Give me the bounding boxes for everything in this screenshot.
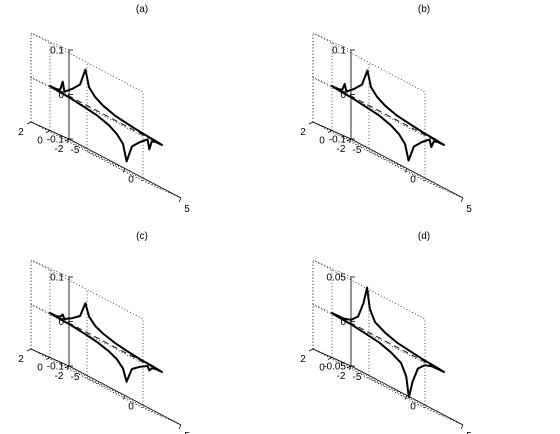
- y-tick-label: 2: [18, 354, 24, 365]
- x-tick: [178, 197, 182, 203]
- grid-line: [86, 151, 126, 169]
- grid-line: [368, 378, 408, 396]
- grid-line: [30, 77, 144, 137]
- y-tick-label: -2: [337, 371, 346, 382]
- x-tick: [122, 168, 126, 173]
- y-tick-label: 0: [319, 136, 325, 147]
- y-tick: [64, 365, 70, 369]
- subplot-a: -5 0 5 -2 0 2 -0.1 0 0.1 (a): [18, 4, 190, 215]
- x-tick: [178, 424, 182, 430]
- y-tick-label: -2: [55, 371, 64, 382]
- reference-line: [49, 85, 163, 146]
- y-tick: [45, 357, 51, 360]
- grid-line: [312, 259, 352, 278]
- y-tick-label: 2: [18, 127, 24, 138]
- grid-line: [312, 304, 426, 364]
- series-line: [49, 68, 163, 163]
- x-tick-label: -5: [353, 372, 362, 383]
- grid-line: [142, 407, 182, 426]
- z-tick-label: -0.1: [47, 362, 65, 373]
- grid-line: [30, 77, 70, 95]
- grid-line: [368, 151, 408, 169]
- x-tick-label: -5: [353, 145, 362, 156]
- reference-line: [49, 312, 163, 373]
- grid-line: [142, 180, 182, 199]
- y-tick: [346, 138, 352, 142]
- y-tick-label: 2: [300, 354, 306, 365]
- subplot-c: -5 0 5 -2 0 2 -0.1 0 0.1 (c): [18, 231, 190, 434]
- x-tick-label: 0: [410, 175, 416, 186]
- y-tick: [327, 130, 333, 133]
- y-tick-label: 2: [300, 127, 306, 138]
- grid-line: [312, 77, 426, 137]
- subplot-title: (d): [418, 231, 430, 242]
- x-tick-label: 5: [184, 431, 190, 434]
- z-tick-label: 0: [340, 317, 346, 328]
- z-tick-label: 0: [58, 90, 64, 101]
- z-tick-label: 0: [58, 317, 64, 328]
- x-tick: [66, 365, 70, 371]
- y-tick: [45, 130, 51, 133]
- grid-line: [30, 304, 70, 322]
- x-tick: [348, 365, 352, 371]
- reference-line: [331, 85, 445, 146]
- x-tick: [460, 197, 464, 203]
- grid-line: [312, 32, 352, 51]
- grid-line: [30, 259, 70, 278]
- x-tick-label: 5: [184, 204, 190, 215]
- z-tick-label: 0.1: [50, 46, 64, 57]
- y-tick: [26, 121, 32, 125]
- y-tick-label: -2: [337, 144, 346, 155]
- y-tick-label: -2: [55, 144, 64, 155]
- y-tick-label: 0: [37, 363, 43, 374]
- series-line: [331, 69, 445, 162]
- z-tick-label: 0: [340, 90, 346, 101]
- y-tick: [308, 121, 314, 125]
- series-line: [331, 286, 445, 399]
- grid-line: [86, 378, 126, 396]
- grid-line: [424, 180, 464, 199]
- grid-line: [30, 32, 70, 51]
- grid-line: [30, 304, 144, 364]
- y-tick-label: 0: [37, 136, 43, 147]
- z-tick-label: -0.05: [323, 362, 346, 373]
- x-tick-label: 0: [128, 402, 134, 413]
- grid-line: [424, 407, 464, 426]
- x-tick-label: 5: [466, 204, 472, 215]
- subplot-title: (c): [136, 231, 148, 242]
- subplot-b: -5 0 5 -2 0 2 -0.1 0 0.1 (b): [300, 4, 472, 215]
- x-tick: [348, 138, 352, 144]
- subplot-title: (a): [136, 4, 148, 15]
- x-tick: [404, 395, 408, 400]
- y-tick: [327, 357, 333, 360]
- x-tick-label: -5: [71, 145, 80, 156]
- grid-line: [30, 32, 144, 93]
- x-tick-label: -5: [71, 372, 80, 383]
- x-tick-label: 5: [466, 431, 472, 434]
- z-tick-label: -0.1: [329, 135, 347, 146]
- y-tick: [64, 138, 70, 142]
- reference-line: [331, 312, 445, 373]
- y-tick: [308, 348, 314, 352]
- z-tick-label: -0.1: [47, 135, 65, 146]
- grid-line: [312, 32, 426, 93]
- y-tick: [346, 365, 352, 369]
- x-tick: [122, 395, 126, 400]
- series-line: [49, 302, 163, 383]
- x-tick-label: 0: [410, 402, 416, 413]
- z-tick-label: 0.05: [327, 273, 347, 284]
- y-tick: [26, 348, 32, 352]
- grid-line: [312, 259, 426, 320]
- x-tick-label: 0: [128, 175, 134, 186]
- z-tick-label: 0.1: [50, 273, 64, 284]
- subplot-title: (b): [418, 4, 430, 15]
- x-tick: [66, 138, 70, 144]
- x-tick: [460, 424, 464, 430]
- x-tick: [404, 168, 408, 173]
- y-tick-label: 0: [319, 363, 325, 374]
- z-tick-label: 0.1: [332, 46, 346, 57]
- grid-line: [312, 77, 352, 95]
